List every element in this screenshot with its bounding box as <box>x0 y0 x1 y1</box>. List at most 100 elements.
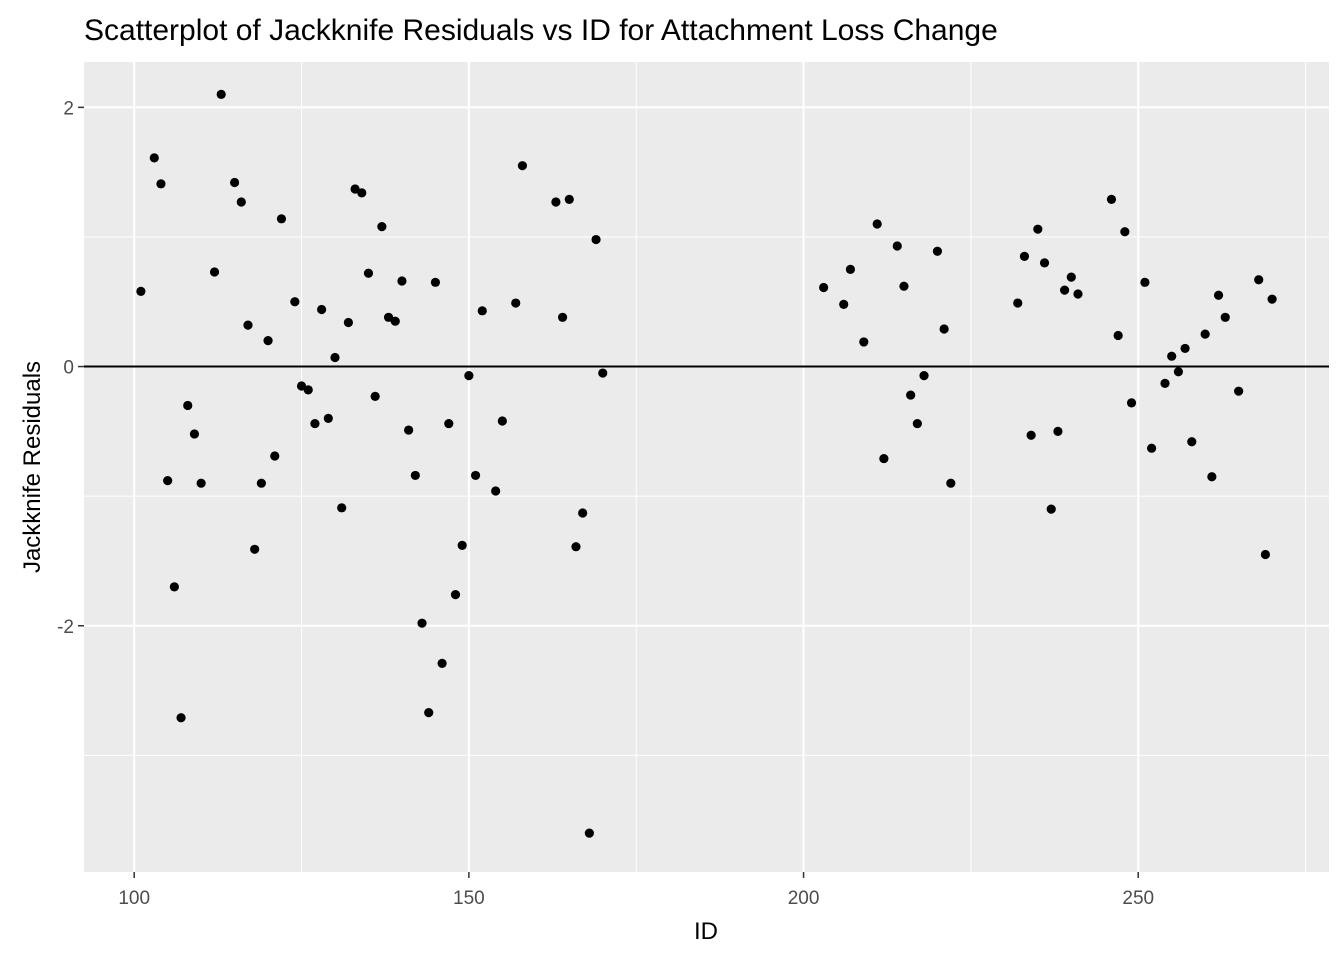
data-point <box>892 241 902 251</box>
data-point <box>337 503 347 513</box>
data-point <box>156 179 166 189</box>
data-point <box>330 352 340 363</box>
data-point <box>149 153 159 163</box>
data-point <box>1160 378 1170 389</box>
data-point <box>169 582 179 592</box>
data-point <box>1046 504 1056 514</box>
data-point <box>437 658 447 668</box>
data-point <box>216 89 226 99</box>
data-point <box>450 590 461 600</box>
minor-gridlines <box>84 62 1329 872</box>
data-point <box>276 214 287 224</box>
data-point <box>383 312 394 322</box>
data-point <box>517 161 528 171</box>
data-point <box>310 418 320 429</box>
data-point <box>1140 277 1150 287</box>
x-axis-ticks: 100 150 200 250 <box>118 872 1154 909</box>
x-tick-label: 100 <box>118 888 150 909</box>
data-point <box>196 478 206 488</box>
data-point <box>357 188 367 198</box>
data-point <box>270 451 280 461</box>
data-point <box>1019 251 1030 261</box>
data-point <box>906 390 916 400</box>
data-point <box>350 184 360 194</box>
data-point <box>1060 285 1070 295</box>
data-point <box>209 267 220 277</box>
data-point <box>424 707 434 718</box>
data-point <box>189 429 200 439</box>
data-point <box>1120 227 1130 237</box>
plot-panel <box>84 62 1329 872</box>
data-point <box>430 277 441 287</box>
data-point <box>946 478 956 488</box>
x-tick-label: 200 <box>788 888 820 909</box>
data-point <box>457 540 467 551</box>
data-point <box>1073 289 1083 299</box>
data-point <box>564 194 574 204</box>
data-point <box>919 371 929 381</box>
data-point <box>1200 329 1210 339</box>
data-point <box>932 246 943 256</box>
data-point <box>845 264 856 274</box>
x-tick-label: 150 <box>453 888 485 909</box>
data-point <box>1039 258 1050 268</box>
data-point <box>256 478 266 488</box>
data-point <box>1207 472 1217 482</box>
data-point <box>511 298 521 308</box>
data-point <box>491 486 501 496</box>
data-point <box>1113 330 1123 341</box>
data-point <box>343 317 353 328</box>
data-point <box>477 306 487 316</box>
data-point <box>912 418 922 429</box>
data-point <box>243 320 253 330</box>
data-point <box>1066 272 1076 282</box>
data-point <box>250 544 260 554</box>
y-axis-title: Jackknife Residuals <box>19 361 46 573</box>
data-point <box>1187 437 1197 447</box>
data-point <box>296 381 307 391</box>
data-point <box>404 425 414 435</box>
data-point <box>571 542 581 552</box>
data-points <box>136 89 1277 838</box>
data-point <box>1173 367 1183 377</box>
data-point <box>591 234 601 245</box>
data-point <box>1147 443 1157 453</box>
data-point <box>1026 430 1036 440</box>
data-point <box>363 268 374 278</box>
data-point <box>410 470 420 481</box>
y-tick-label: 2 <box>63 98 74 119</box>
data-point <box>1234 386 1244 396</box>
data-point <box>444 418 454 429</box>
data-point <box>557 312 568 322</box>
chart-title: Scatterplot of Jackknife Residuals vs ID… <box>84 14 998 47</box>
data-point <box>1126 398 1137 408</box>
data-point <box>1180 343 1190 354</box>
data-point <box>598 368 608 378</box>
data-point <box>1267 294 1277 304</box>
data-point <box>263 336 273 346</box>
data-point <box>136 286 146 296</box>
data-point <box>497 416 507 426</box>
data-point <box>1254 275 1264 285</box>
data-point <box>1260 549 1271 560</box>
data-point <box>819 282 829 293</box>
data-point <box>859 337 869 347</box>
data-point <box>377 221 387 232</box>
x-tick-label: 250 <box>1122 888 1154 909</box>
y-tick-label: -2 <box>57 617 74 638</box>
data-point <box>939 324 949 334</box>
data-point <box>464 371 474 381</box>
data-point <box>1106 194 1117 204</box>
data-point <box>1167 351 1177 361</box>
data-point <box>236 197 246 207</box>
data-point <box>163 476 173 486</box>
data-point <box>397 276 407 286</box>
data-point <box>470 470 481 481</box>
data-point <box>323 413 333 423</box>
data-point <box>230 177 240 188</box>
data-point <box>183 400 193 411</box>
data-point <box>899 281 909 291</box>
data-point <box>879 453 889 464</box>
data-point <box>1220 312 1230 322</box>
